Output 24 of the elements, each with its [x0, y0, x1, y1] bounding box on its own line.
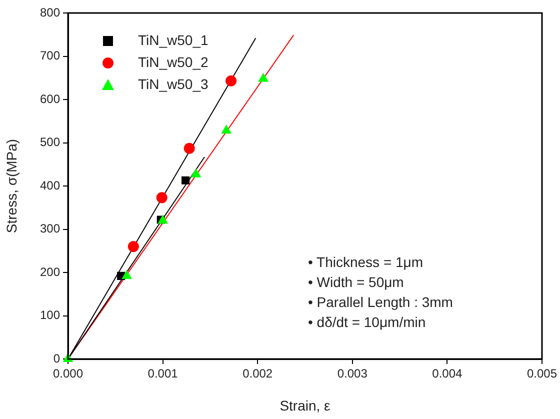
- x-tick-label: 0.003: [337, 366, 368, 381]
- y-tick-label: 300: [40, 222, 60, 236]
- y-tick-label: 600: [40, 92, 60, 106]
- y-tick-label: 400: [40, 178, 60, 192]
- annotation: • dδ/dt = 10μm/min: [308, 313, 427, 332]
- x-tick-label: 0.001: [148, 366, 178, 381]
- y-tick-label: 500: [40, 135, 60, 150]
- x-tick-label: 0.002: [242, 366, 273, 381]
- annotation: • Parallel Length : 3mm: [308, 293, 453, 312]
- x-tick-label: 0.004: [432, 366, 463, 381]
- y-tick-label: 100: [40, 308, 60, 322]
- x-axis-title: Strain, ε: [280, 397, 330, 414]
- y-tick-label: 700: [40, 48, 60, 63]
- y-tick-label: 0: [53, 351, 60, 366]
- x-tick-label: 0.000: [52, 366, 84, 381]
- y-tick-label: 800: [40, 5, 60, 20]
- x-tick-label: 0.005: [526, 366, 558, 381]
- y-axis-title: Stress, σ(MPa): [3, 138, 20, 234]
- annotation: • Width = 50μm: [308, 273, 405, 292]
- legend-label: TiN_w50_2: [138, 54, 209, 70]
- y-tick-label: 200: [40, 264, 60, 279]
- legend-label: TiN_w50_3: [138, 76, 209, 92]
- legend-label: TiN_w50_1: [138, 32, 209, 48]
- annotation: • Thickness = 1μm: [308, 253, 424, 272]
